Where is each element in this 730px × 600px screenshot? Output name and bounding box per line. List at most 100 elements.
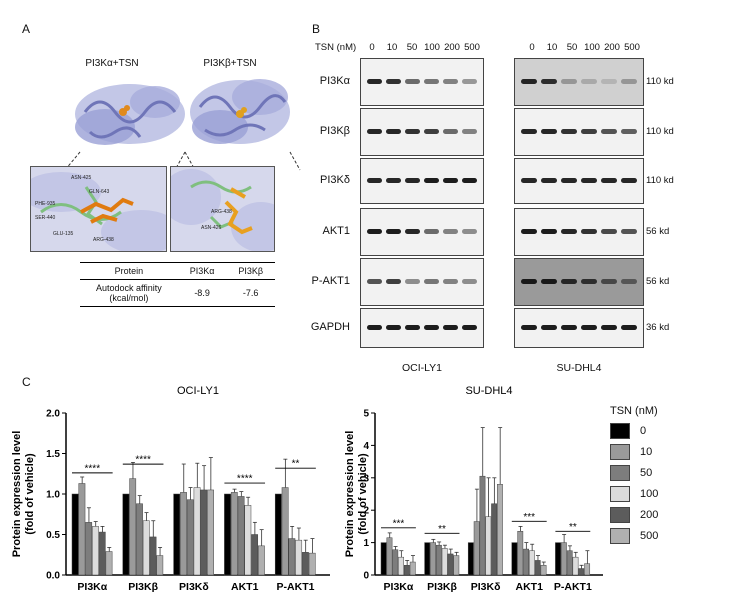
concentration-label: 50 <box>566 42 578 53</box>
bar <box>308 552 316 576</box>
chart-title: OCI-LY1 <box>177 385 219 397</box>
bar <box>409 561 416 576</box>
bar <box>180 492 187 576</box>
blot-panel <box>360 108 484 156</box>
bar <box>193 487 201 576</box>
legend-label: 100 <box>640 488 659 500</box>
blot-band <box>621 229 637 234</box>
concentration-label: 200 <box>444 42 460 53</box>
x-tick-label: PI3Kβ <box>128 581 158 593</box>
x-tick-label: PI3Kα <box>384 581 414 593</box>
blot-band <box>581 178 597 183</box>
bar <box>173 493 181 576</box>
blot-band <box>424 229 439 234</box>
blot-band <box>462 79 477 84</box>
blot-band <box>443 325 458 330</box>
blot-band <box>561 129 577 134</box>
legend-swatch <box>610 507 630 523</box>
blot-size-label: 56 kd <box>646 276 670 287</box>
y-tick-label: 0.5 <box>46 530 60 541</box>
y-axis-label-line: Protein expression level <box>11 431 23 558</box>
bar <box>230 492 238 576</box>
bar <box>136 503 143 576</box>
blot-band <box>386 79 401 84</box>
y-tick-label: 0.0 <box>46 571 60 582</box>
pi3kb-docking-zoom: ARG-438 ASN-426 <box>170 166 275 252</box>
x-tick-label: PI3Kβ <box>427 581 457 593</box>
blot-panel <box>514 208 644 256</box>
bar <box>398 556 405 576</box>
blot-band <box>424 178 439 183</box>
y-axis-label: Protein expression level(fold of vehicle… <box>345 431 369 558</box>
bar <box>122 493 130 576</box>
blot-band <box>541 79 557 84</box>
table-header-protein: Protein <box>80 262 178 280</box>
blot-band <box>386 279 401 284</box>
blot-band <box>601 79 617 84</box>
residue-label: ARG-438 <box>93 237 114 243</box>
blot-band <box>621 325 637 330</box>
bar <box>142 520 150 576</box>
blot-band <box>521 229 537 234</box>
legend-swatch <box>610 528 630 544</box>
panel-a-letter: A <box>22 22 31 36</box>
bar <box>467 542 474 576</box>
residue-label: PHE-935 <box>35 201 56 207</box>
bar <box>441 548 448 576</box>
pi3kb-structure <box>190 79 290 144</box>
bar <box>85 522 93 576</box>
y-axis-label-line: (fold of vehicle) <box>24 453 36 535</box>
bar <box>511 542 518 576</box>
blot-panel <box>360 58 484 106</box>
row-label-line2: (kcal/mol) <box>109 293 149 303</box>
legend-label: 500 <box>640 530 659 542</box>
bar <box>485 516 492 576</box>
x-tick-label: AKT1 <box>231 581 259 593</box>
bar <box>149 536 157 576</box>
concentration-label: 100 <box>424 42 440 53</box>
blot-band <box>443 229 458 234</box>
legend-swatch <box>610 423 630 439</box>
residue-label: GLU-135 <box>53 231 74 237</box>
bar <box>435 544 442 576</box>
bar <box>404 565 410 576</box>
blot-band <box>541 129 557 134</box>
concentration-label: 10 <box>386 42 398 53</box>
blot-band <box>405 79 420 84</box>
bar <box>479 475 486 576</box>
y-axis-label-line: Protein expression level <box>345 431 356 558</box>
blot-band <box>367 279 382 284</box>
blot-band <box>462 229 477 234</box>
blot-band <box>521 129 537 134</box>
blot-band <box>424 279 439 284</box>
x-tick-label: P-AKT1 <box>554 581 592 593</box>
blot-band <box>601 325 617 330</box>
blot-band <box>621 279 637 284</box>
bar <box>258 545 265 576</box>
table-row-label: Autodock affinity (kcal/mol) <box>80 279 178 307</box>
blot-size-label: 56 kd <box>646 226 670 237</box>
legend-item: 500 <box>610 528 725 544</box>
blot-band <box>367 79 382 84</box>
bar <box>572 556 579 576</box>
bar <box>453 555 460 576</box>
legend-item: 10 <box>610 444 725 460</box>
bar <box>288 538 296 576</box>
bar <box>380 542 387 576</box>
y-axis-label: Protein expression level(fold of vehicle… <box>11 431 36 558</box>
bar <box>105 551 113 576</box>
pi3ka-structure <box>75 84 185 145</box>
chart-oci-ly1: OCI-LY1 Protein expression level(fold of … <box>11 385 330 593</box>
blot-band <box>561 229 577 234</box>
blot-band <box>581 325 597 330</box>
bar <box>540 565 547 576</box>
y-tick-label: 1 <box>363 538 369 549</box>
concentration-label: 500 <box>464 42 480 53</box>
autodock-affinity-table: Protein PI3Kα PI3Kβ Autodock affinity (k… <box>80 262 275 307</box>
significance-stars: ** <box>569 522 577 533</box>
concentration-labels-oci: 0 10 50 100 200 500 <box>362 42 482 54</box>
bar <box>207 489 214 576</box>
blot-band <box>405 229 420 234</box>
blot-band <box>621 79 637 84</box>
table-header-pi3kb: PI3Kβ <box>226 262 275 280</box>
